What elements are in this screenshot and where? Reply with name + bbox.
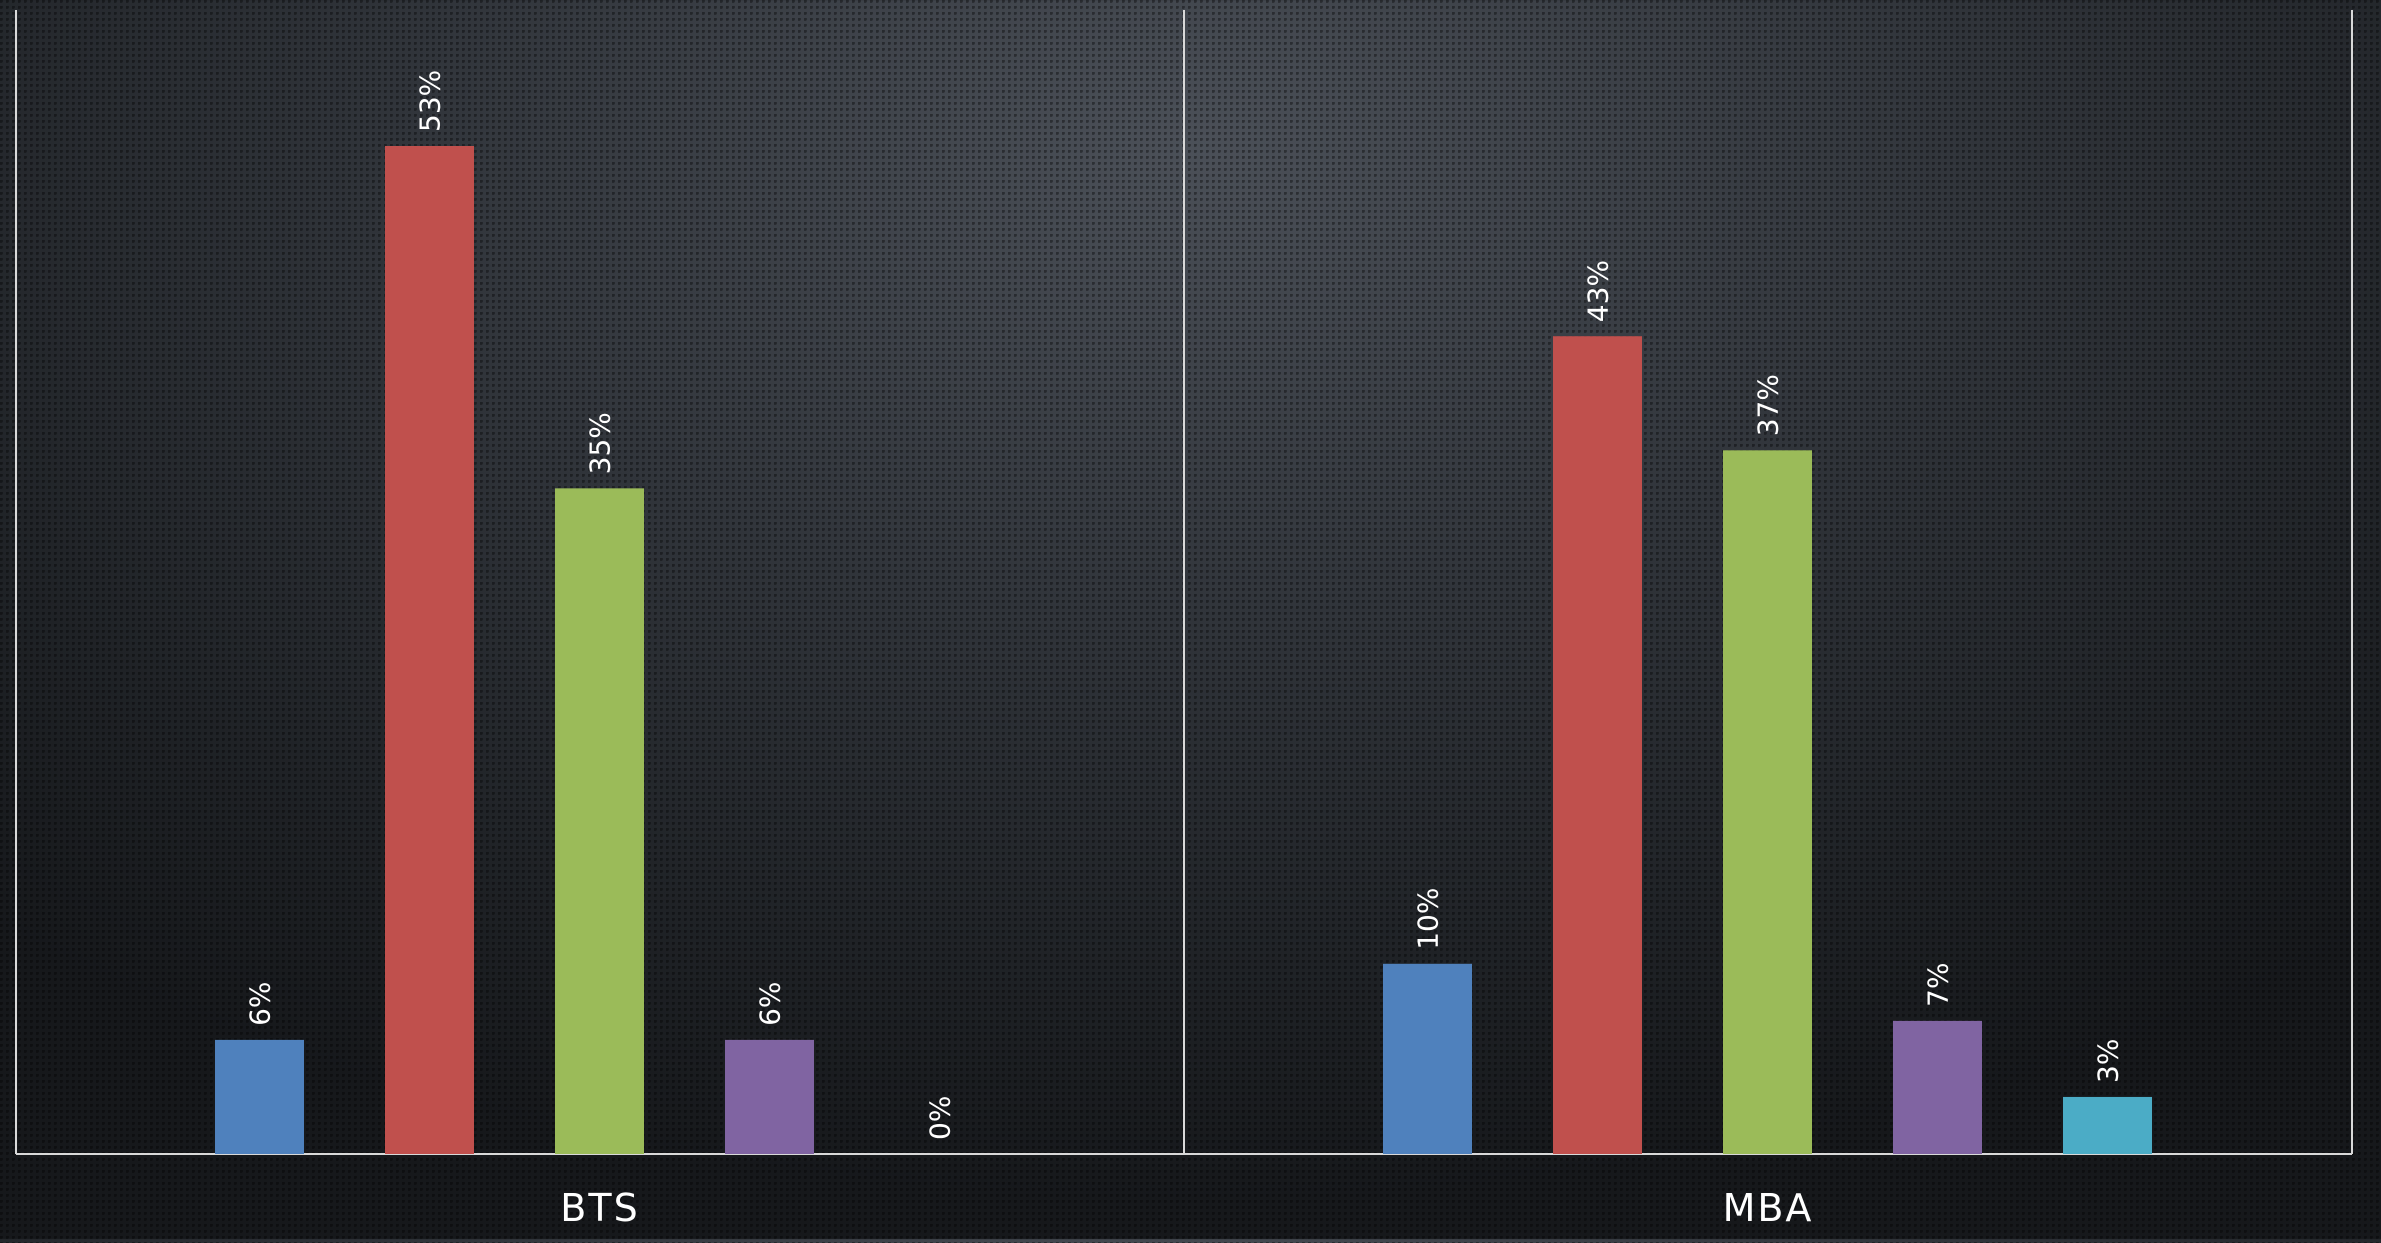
data-label-bts-4: 6% [754,981,787,1025]
bar-mba-3 [1723,450,1812,1154]
data-label-mba-4: 7% [1922,962,1955,1006]
bar-mba-1 [1383,963,1472,1154]
category-label-bts: BTS [560,1186,639,1230]
data-label-bts-3: 35% [584,412,617,474]
bar-bts-1 [215,1039,304,1154]
data-label-bts-5: 0% [924,1096,957,1140]
bar-mba-5 [2063,1096,2152,1154]
data-label-mba-5: 3% [2092,1039,2125,1083]
bar-bts-4 [725,1039,814,1154]
data-label-mba-3: 37% [1752,374,1785,436]
bar-bts-3 [555,488,644,1155]
category-label-mba: MBA [1723,1186,1814,1230]
data-label-bts-2: 53% [414,70,447,132]
bar-mba-2 [1553,336,1642,1154]
data-label-mba-1: 10% [1412,888,1445,950]
data-label-bts-1: 6% [244,981,277,1025]
bar-mba-4 [1893,1020,1982,1154]
chart-bars [215,146,2152,1155]
chart-axes [15,10,2353,1155]
chart-category-labels: BTS MBA [560,1186,1814,1230]
data-label-mba-2: 43% [1582,260,1615,322]
chart-data-labels: 6% 53% 35% 6% 0% 10% 43% 37% 7% 3% [244,70,2125,1140]
bar-bts-2 [385,146,474,1154]
